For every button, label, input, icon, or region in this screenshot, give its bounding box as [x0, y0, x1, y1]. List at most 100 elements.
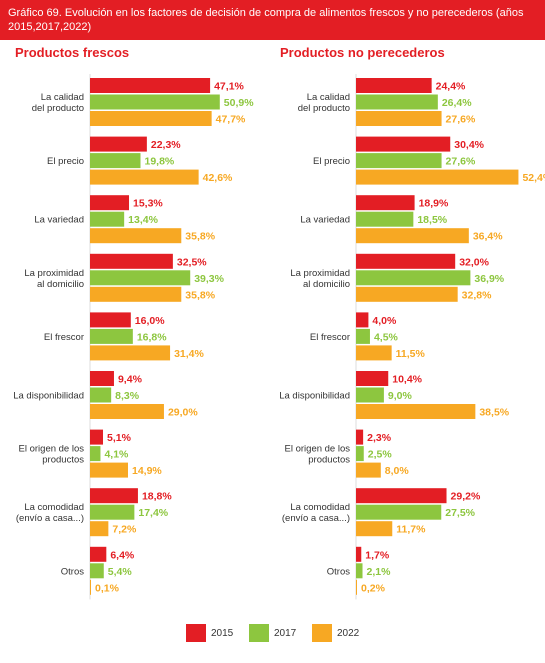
- productos-frescos-category-label-la-disponibilidad: La disponibilidad: [13, 391, 84, 402]
- productos-no-perecederos-value-label-la-comodidad-envio-a-casa-2015: 29,2%: [451, 491, 481, 503]
- productos-no-perecederos-bar-el-origen-de-los-productos-2022: [356, 462, 381, 478]
- productos-no-perecederos-value-label-la-calidad-del-producto-2015: 24,4%: [436, 81, 466, 93]
- productos-frescos-value-label-otros-2017: 5,4%: [108, 566, 133, 578]
- productos-no-perecederos-value-label-la-proximidad-al-domicilio-2017: 36,9%: [474, 273, 504, 285]
- productos-frescos-bar-el-origen-de-los-productos-2022: [90, 462, 128, 478]
- productos-no-perecederos-category-label-el-origen-de-los-productos-line2: productos: [308, 455, 350, 466]
- productos-frescos-bar-el-origen-de-los-productos-2017: [90, 446, 101, 462]
- productos-frescos-bar-el-frescor-2017: [90, 328, 133, 344]
- productos-frescos-bar-la-disponibilidad-2015: [90, 371, 114, 386]
- productos-no-perecederos-bar-el-precio-2022: [356, 169, 519, 185]
- productos-no-perecederos-value-label-otros-2015: 1,7%: [365, 549, 390, 561]
- productos-frescos-category-label-la-variedad: La variedad: [34, 215, 84, 226]
- legend-label-2015: 2015: [211, 628, 234, 639]
- productos-frescos-bar-la-disponibilidad-2017: [90, 387, 112, 403]
- productos-frescos-bar-la-calidad-del-producto-2022: [90, 111, 212, 126]
- productos-no-perecederos-bar-la-comodidad-envio-a-casa-2015: [356, 488, 447, 504]
- productos-frescos-bar-el-frescor-2015: [90, 312, 131, 328]
- productos-no-perecederos-category-label-la-variedad: La variedad: [300, 215, 350, 226]
- productos-no-perecederos-value-label-otros-2017: 2,1%: [367, 566, 392, 578]
- productos-frescos-value-label-la-variedad-2015: 15,3%: [133, 198, 163, 210]
- productos-no-perecederos-value-label-la-disponibilidad-2022: 38,5%: [479, 407, 509, 419]
- legend-swatch-2022: [312, 624, 332, 642]
- chart-title: Gráfico 69. Evolución en los factores de…: [8, 7, 524, 33]
- productos-no-perecederos-value-label-la-comodidad-envio-a-casa-2022: 11,7%: [396, 524, 426, 536]
- productos-no-perecederos-bar-la-variedad-2015: [356, 195, 415, 211]
- productos-frescos-value-label-el-precio-2015: 22,3%: [151, 139, 181, 151]
- productos-no-perecederos-bar-otros-2017: [356, 563, 363, 579]
- productos-frescos-value-label-la-comodidad-envio-a-casa-2015: 18,8%: [142, 491, 172, 503]
- productos-frescos-value-label-el-origen-de-los-productos-2022: 14,9%: [132, 465, 162, 477]
- productos-frescos-category-label-la-proximidad-al-domicilio-line2: al domicilio: [37, 279, 84, 290]
- productos-no-perecederos-category-label-otros: Otros: [327, 566, 350, 577]
- productos-frescos-bar-la-proximidad-al-domicilio-2015: [90, 253, 173, 269]
- productos-no-perecederos-bar-el-origen-de-los-productos-2015: [356, 429, 364, 445]
- productos-no-perecederos-bar-la-calidad-del-producto-2022: [356, 111, 442, 126]
- productos-no-perecederos-bar-otros-2022: [356, 579, 357, 595]
- productos-no-perecederos-bar-la-comodidad-envio-a-casa-2022: [356, 521, 393, 537]
- productos-frescos-bar-la-calidad-del-producto-2017: [90, 94, 220, 110]
- productos-no-perecederos-category-label-la-proximidad-al-domicilio-line2: al domicilio: [303, 279, 350, 290]
- productos-frescos-value-label-la-calidad-del-producto-2017: 50,9%: [224, 97, 254, 109]
- productos-no-perecederos-value-label-la-variedad-2015: 18,9%: [419, 198, 449, 210]
- productos-frescos-category-label-la-calidad-del-producto-line1: La calidad: [41, 92, 84, 103]
- productos-no-perecederos-bar-el-frescor-2022: [356, 345, 392, 361]
- productos-no-perecederos-bar-el-origen-de-los-productos-2017: [356, 446, 364, 462]
- productos-frescos-value-label-el-origen-de-los-productos-2015: 5,1%: [107, 432, 132, 444]
- productos-frescos-bar-la-variedad-2017: [90, 211, 125, 227]
- productos-no-perecederos-value-label-el-frescor-2017: 4,5%: [374, 331, 399, 343]
- productos-frescos-value-label-la-proximidad-al-domicilio-2015: 32,5%: [177, 256, 207, 268]
- productos-frescos-bar-el-origen-de-los-productos-2015: [90, 429, 104, 445]
- productos-frescos-category-label-el-origen-de-los-productos-line2: productos: [42, 455, 84, 466]
- productos-no-perecederos-value-label-el-origen-de-los-productos-2017: 2,5%: [368, 449, 393, 461]
- productos-frescos-bar-el-precio-2015: [90, 136, 147, 152]
- productos-no-perecederos-value-label-el-precio-2017: 27,6%: [446, 156, 476, 168]
- productos-no-perecederos-bar-la-disponibilidad-2015: [356, 371, 389, 386]
- productos-frescos-category-label-la-comodidad-envio-a-casa-line1: La comodidad: [24, 502, 84, 513]
- productos-no-perecederos-category-label-la-calidad-del-producto-line1: La calidad: [307, 92, 350, 103]
- productos-frescos-bar-el-precio-2022: [90, 169, 199, 185]
- productos-frescos-bar-el-precio-2017: [90, 153, 141, 169]
- productos-frescos-title: Productos frescos: [15, 45, 129, 60]
- productos-frescos-bar-otros-2015: [90, 546, 107, 562]
- chart-header: Gráfico 69. Evolución en los factores de…: [0, 0, 545, 40]
- productos-no-perecederos-category-label-el-precio: El precio: [313, 156, 350, 167]
- productos-frescos-value-label-la-variedad-2017: 13,4%: [128, 214, 158, 226]
- productos-no-perecederos-bar-la-comodidad-envio-a-casa-2017: [356, 504, 442, 520]
- productos-no-perecederos-value-label-otros-2022: 0,2%: [361, 582, 386, 594]
- productos-frescos-bar-la-calidad-del-producto-2015: [90, 78, 211, 93]
- productos-frescos-category-label-el-frescor: El frescor: [44, 332, 84, 343]
- productos-no-perecederos-bar-la-disponibilidad-2022: [356, 404, 476, 419]
- legend-swatch-2015: [186, 624, 206, 642]
- productos-no-perecederos-category-label-la-comodidad-envio-a-casa-line1: La comodidad: [290, 502, 350, 513]
- productos-no-perecederos-category-label-la-comodidad-envio-a-casa-line2: (envío a casa...): [282, 513, 350, 524]
- productos-no-perecederos-value-label-el-frescor-2015: 4,0%: [372, 315, 397, 327]
- legend-label-2017: 2017: [274, 628, 297, 639]
- productos-no-perecederos-bar-la-variedad-2022: [356, 228, 469, 244]
- productos-no-perecederos-value-label-la-proximidad-al-domicilio-2022: 32,8%: [462, 289, 492, 301]
- productos-frescos-value-label-la-proximidad-al-domicilio-2017: 39,3%: [194, 273, 224, 285]
- productos-frescos-value-label-la-disponibilidad-2022: 29,0%: [168, 407, 198, 419]
- productos-frescos-value-label-el-frescor-2022: 31,4%: [174, 348, 204, 360]
- productos-no-perecederos-value-label-la-variedad-2022: 36,4%: [473, 231, 503, 243]
- productos-frescos-value-label-otros-2015: 6,4%: [110, 549, 135, 561]
- productos-frescos-value-label-el-precio-2017: 19,8%: [144, 156, 174, 168]
- productos-frescos-value-label-la-disponibilidad-2017: 8,3%: [115, 390, 140, 402]
- productos-frescos-bar-la-variedad-2022: [90, 228, 182, 244]
- productos-frescos-bar-la-proximidad-al-domicilio-2017: [90, 270, 191, 286]
- productos-frescos-bar-la-comodidad-envio-a-casa-2022: [90, 521, 109, 537]
- productos-frescos-value-label-la-calidad-del-producto-2022: 47,7%: [216, 114, 246, 126]
- productos-no-perecederos-value-label-el-origen-de-los-productos-2015: 2,3%: [367, 432, 392, 444]
- productos-no-perecederos-bar-otros-2015: [356, 546, 362, 562]
- productos-no-perecederos-bar-el-frescor-2017: [356, 328, 370, 344]
- productos-frescos-value-label-la-variedad-2022: 35,8%: [185, 231, 215, 243]
- productos-no-perecederos-value-label-la-calidad-del-producto-2017: 26,4%: [442, 97, 472, 109]
- productos-no-perecederos-value-label-la-disponibilidad-2017: 9,0%: [388, 390, 413, 402]
- productos-frescos-category-label-el-precio: El precio: [47, 156, 84, 167]
- productos-no-perecederos-value-label-el-precio-2015: 30,4%: [454, 139, 484, 151]
- productos-no-perecederos-value-label-la-calidad-del-producto-2022: 27,6%: [446, 114, 476, 126]
- productos-no-perecederos-value-label-la-variedad-2017: 18,5%: [417, 214, 447, 226]
- productos-frescos-bar-el-frescor-2022: [90, 345, 171, 361]
- productos-no-perecederos-bar-la-variedad-2017: [356, 211, 414, 227]
